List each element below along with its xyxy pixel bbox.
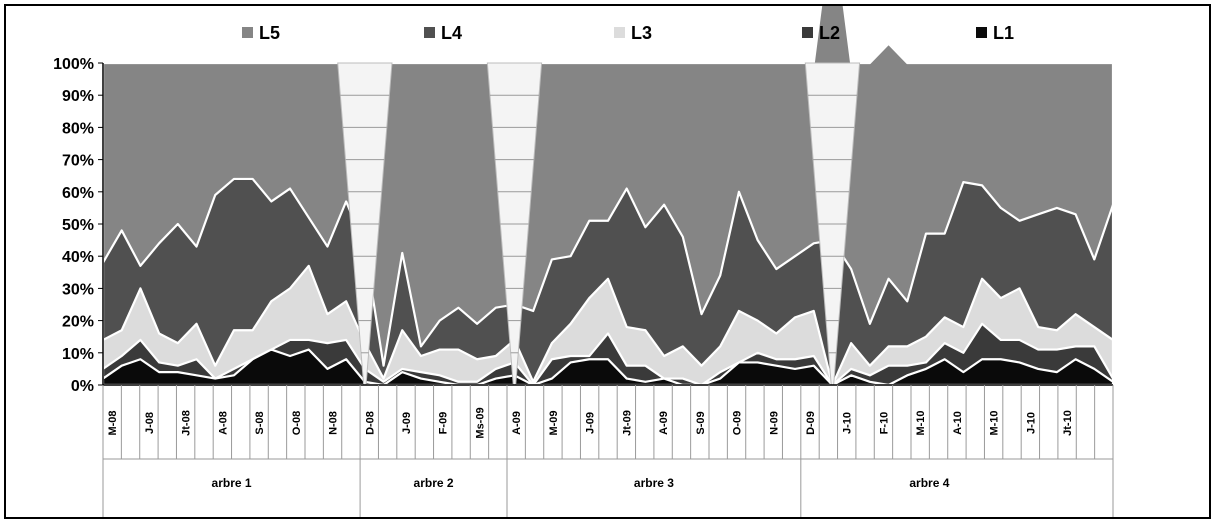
y-tick-label: 0% (71, 378, 94, 395)
group-label: arbre 1 (212, 476, 252, 490)
legend-label: L1 (993, 23, 1014, 43)
x-tick-label: A-10 (952, 411, 964, 435)
chart: 0% 10% 20% 30% 40% 50% 60% 70% 80% 90% 100% M-08 J-0… (53, 6, 1115, 517)
x-tick-label: D-08 (364, 411, 376, 435)
y-tick-label: 20% (62, 314, 94, 331)
group-label: arbre 3 (634, 476, 674, 490)
x-tick-label: J-09 (585, 412, 597, 434)
legend-item-l1: L1 (976, 23, 1014, 43)
x-tick-label: J-10 (1025, 412, 1037, 434)
y-tick-label: 50% (62, 217, 94, 234)
legend-item-l4: L4 (424, 23, 462, 43)
x-tick-label: F-10 (878, 412, 890, 435)
group-label: arbre 2 (414, 476, 454, 490)
x-tick-label: M-10 (915, 410, 927, 435)
legend-swatch (976, 27, 987, 38)
y-tick-label: 100% (53, 56, 94, 73)
x-tick-label: F-09 (438, 412, 450, 435)
y-tick-label: 10% (62, 346, 94, 363)
x-tick-label: S-09 (695, 411, 707, 434)
x-tick-label: M-10 (989, 410, 1001, 435)
x-tick-label: Jt-09 (621, 410, 633, 436)
y-tick-label: 70% (62, 153, 94, 170)
x-tick-label: O-08 (291, 411, 303, 435)
legend-swatch (242, 27, 253, 38)
y-tick-label: 80% (62, 120, 94, 137)
y-tick-label: 40% (62, 249, 94, 266)
legend-item-l5: L5 (242, 23, 280, 43)
legend-label: L3 (631, 23, 652, 43)
legend-item-l2: L2 (802, 23, 840, 43)
chart-frame: 0% 10% 20% 30% 40% 50% 60% 70% 80% 90% 100% M-08 J-0… (4, 4, 1211, 519)
x-tick-label: A-08 (217, 411, 229, 435)
x-tick-label: A-09 (511, 411, 523, 435)
x-tick-label: A-09 (658, 411, 670, 435)
legend-swatch (802, 27, 813, 38)
legend-swatch (424, 27, 435, 38)
series-area-l1 (101, 348, 1115, 387)
x-tick-label: Jt-10 (1062, 410, 1074, 436)
x-tick-label: M-08 (107, 410, 119, 435)
x-tick-label: O-09 (732, 411, 744, 435)
legend-label: L4 (441, 23, 462, 43)
legend-item-l3: L3 (614, 23, 652, 43)
group-label: arbre 4 (909, 476, 949, 490)
legend-label: L5 (259, 23, 280, 43)
x-tick-label: J-09 (401, 412, 413, 434)
x-tick-label: J-10 (842, 412, 854, 434)
x-tick-label: N-08 (328, 411, 340, 435)
y-tick-label: 30% (62, 281, 94, 298)
x-tick-label: D-09 (805, 411, 817, 435)
x-tick-label: J-08 (144, 412, 156, 434)
x-tick-label: S-08 (254, 411, 266, 434)
y-tick-label: 60% (62, 185, 94, 202)
legend-swatch (614, 27, 625, 38)
x-tick-label: N-09 (768, 411, 780, 435)
x-tick-label: Jt-08 (181, 410, 193, 436)
x-tick-label: M-09 (548, 410, 560, 435)
legend-label: L2 (819, 23, 840, 43)
y-tick-label: 90% (62, 88, 94, 105)
x-tick-label: Ms-09 (474, 407, 486, 438)
